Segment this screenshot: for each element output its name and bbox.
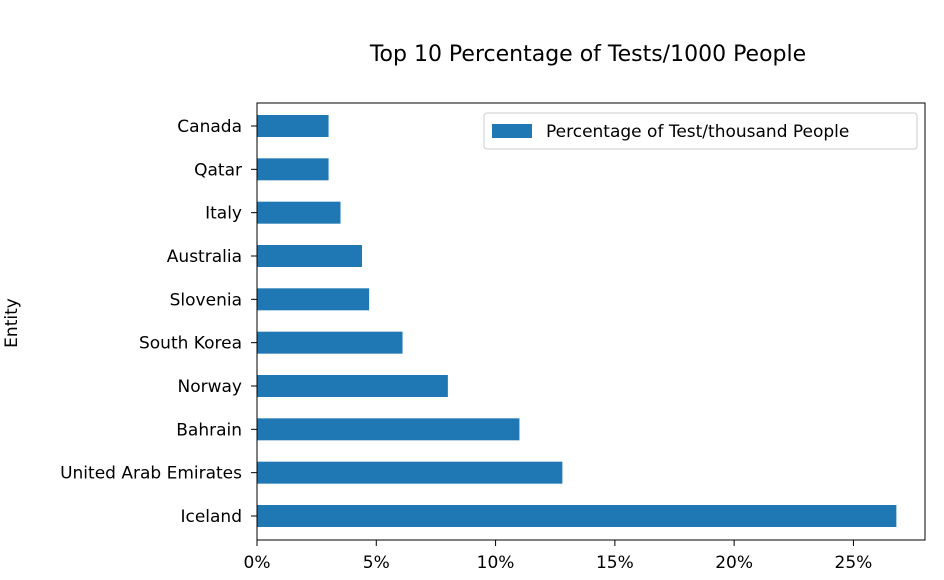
bar-canada (257, 115, 329, 137)
bar-slovenia (257, 288, 370, 311)
x-tick-label-0: 0% (244, 553, 271, 573)
bar-australia (257, 245, 362, 267)
y-tick-label-united-arab-emirates: United Arab Emirates (60, 464, 242, 484)
legend-label: Percentage of Test/thousand People (546, 122, 849, 142)
x-tick-label-15: 15% (596, 553, 634, 573)
bar-qatar (257, 158, 329, 181)
y-tick-label-australia: Australia (167, 247, 242, 267)
x-tick-label-5: 5% (363, 553, 390, 573)
y-tick-label-norway: Norway (178, 377, 243, 397)
bar-italy (257, 201, 341, 224)
y-tick-label-canada: Canada (177, 117, 242, 137)
y-tick-label-south-korea: South Korea (139, 334, 242, 354)
plot-frame (256, 102, 926, 541)
plot-area: Canada Qatar Italy Australia Slovenia South K… (60, 102, 926, 573)
bar-iceland (257, 505, 897, 527)
legend-box (483, 112, 918, 150)
bar-norway (257, 375, 448, 397)
bar-south-korea (257, 331, 403, 354)
bar-united-arab-emirates (257, 461, 563, 484)
y-tick-label-qatar: Qatar (194, 160, 242, 180)
y-tick-label-iceland: Iceland (180, 507, 242, 527)
chart-title: Top 10 Percentage of Tests/1000 People (369, 42, 806, 67)
x-tick-label-25: 25% (835, 553, 873, 573)
y-tick-label-slovenia: Slovenia (170, 290, 242, 310)
y-tick-label-bahrain: Bahrain (176, 420, 242, 440)
x-tick-label-20: 20% (715, 553, 753, 573)
y-tick-label-italy: Italy (205, 204, 242, 224)
legend-swatch (492, 124, 532, 138)
bar-bahrain (257, 418, 520, 441)
x-tick-label-10: 10% (477, 553, 515, 573)
legend: Percentage of Test/thousand People (483, 112, 918, 150)
y-axis-label: Entity (2, 298, 22, 348)
